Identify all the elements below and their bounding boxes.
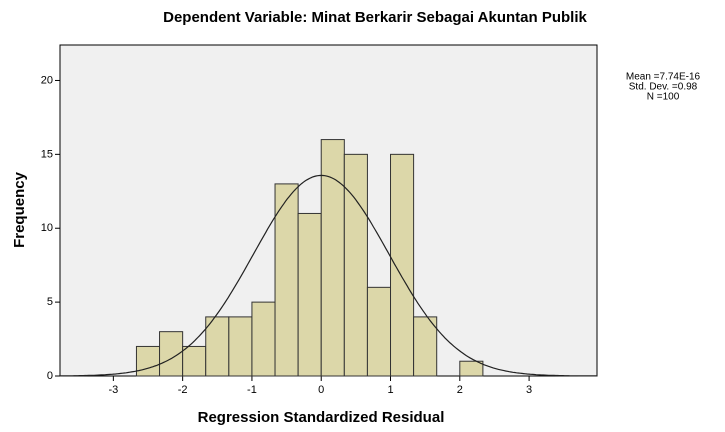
y-axis-label: Frequency — [11, 171, 28, 248]
bar — [251, 301, 276, 377]
x-tick-label: 0 — [318, 384, 324, 396]
normal-curve — [60, 174, 597, 377]
bar — [413, 316, 438, 377]
stats-label: Std. Dev. =0.98 — [629, 82, 698, 93]
bar — [390, 153, 415, 377]
x-axis-label: Regression Standardized Residual — [198, 409, 445, 426]
y-tick-label: 20 — [41, 74, 53, 86]
bar — [366, 286, 392, 377]
chart-title: Dependent Variable: Minat Berkarir Sebag… — [163, 9, 587, 26]
bar — [182, 345, 207, 377]
bar — [135, 345, 161, 377]
stats-label: Mean =7.74E-16 — [626, 72, 701, 83]
bar — [320, 139, 345, 377]
bar — [228, 316, 253, 377]
stats-label: N =100 — [647, 92, 680, 103]
bar — [205, 316, 230, 377]
x-tick-label: -2 — [178, 384, 188, 396]
x-tick-label: -3 — [108, 384, 118, 396]
x-tick-label: -1 — [247, 384, 257, 396]
y-tick-label: 5 — [47, 296, 53, 308]
bar — [343, 153, 368, 377]
bar — [297, 212, 322, 377]
x-tick-label: 3 — [526, 384, 532, 396]
x-tick-label: 2 — [457, 384, 463, 396]
bar — [459, 360, 484, 377]
y-tick-label: 0 — [47, 370, 53, 382]
y-tick-label: 15 — [41, 148, 53, 160]
x-tick-label: 1 — [387, 384, 393, 396]
bar — [274, 183, 299, 377]
y-tick-label: 10 — [41, 222, 53, 234]
